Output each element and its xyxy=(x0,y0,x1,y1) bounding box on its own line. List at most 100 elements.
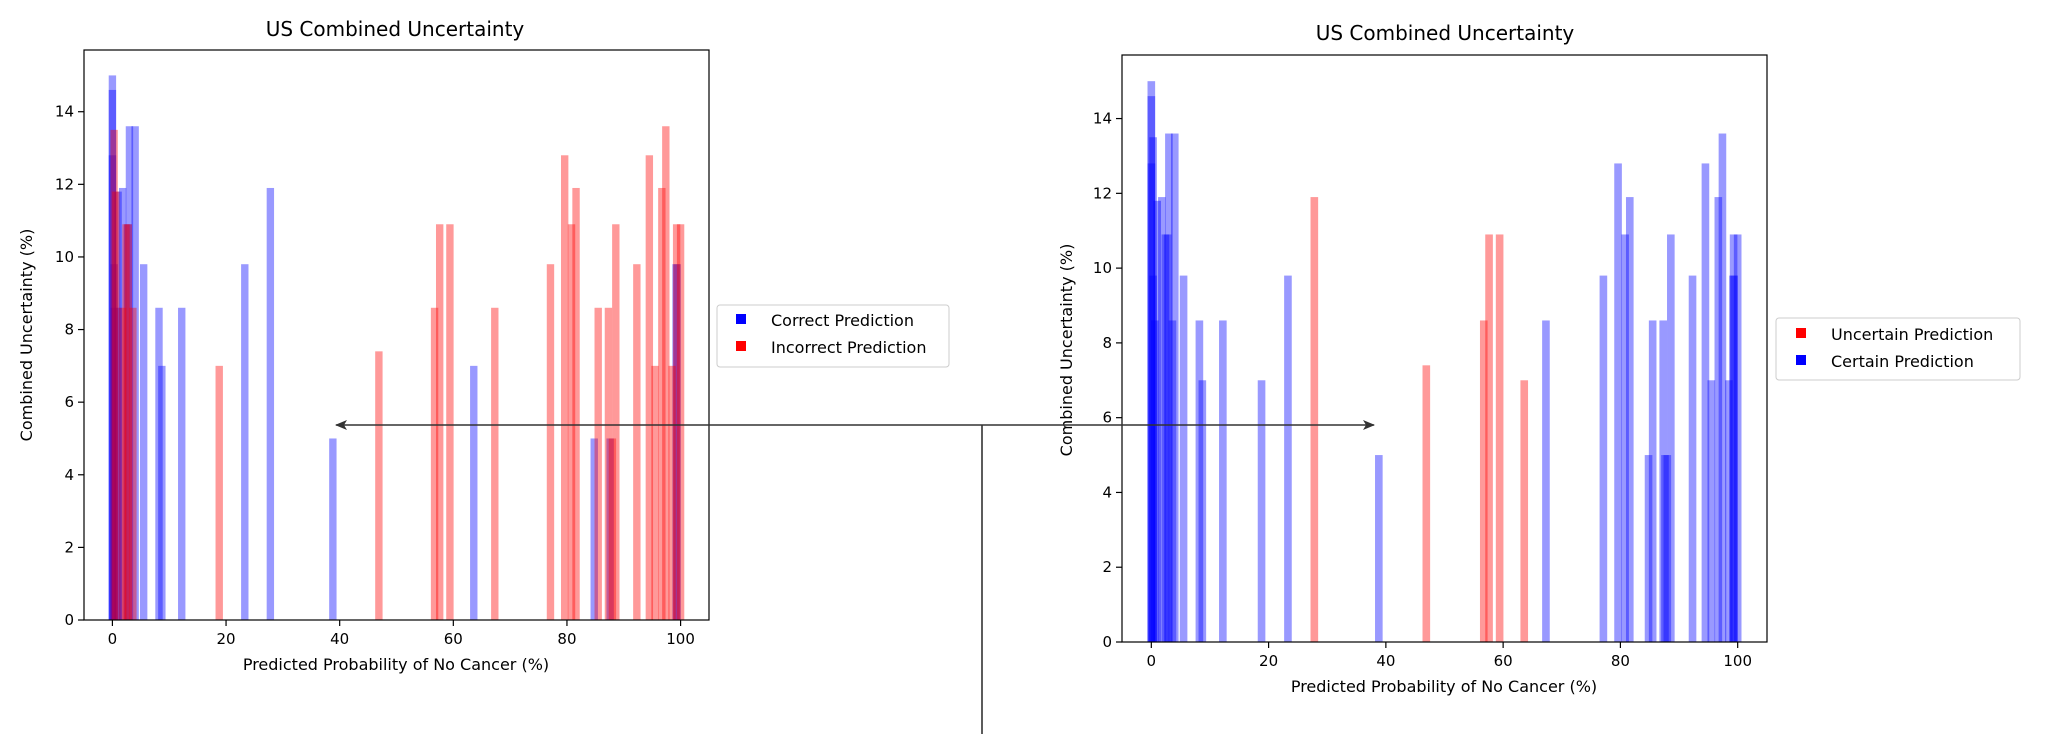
x-tick-label: 40 xyxy=(330,630,349,648)
chart-right: US Combined Uncertainty 0 2 4 6 8 10 12 14 0 20 4… xyxy=(1057,21,1768,696)
y-tick-label: 10 xyxy=(1093,259,1112,277)
bar-certain-prediction xyxy=(1179,275,1188,642)
y-ticks: 0 2 4 6 8 10 12 14 xyxy=(55,103,84,629)
x-tick-label: 80 xyxy=(1611,652,1630,670)
bar-certain-prediction xyxy=(1163,234,1172,642)
bar-correct-prediction xyxy=(114,307,122,620)
y-tick-label: 6 xyxy=(1102,409,1112,427)
plot-frame xyxy=(83,49,710,621)
bar-certain-prediction xyxy=(1729,234,1738,642)
bar-certain-prediction xyxy=(1147,96,1156,642)
bar-incorrect-prediction xyxy=(491,307,499,620)
x-ticks: 0 20 40 60 80 100 xyxy=(108,620,695,648)
bar-certain-prediction xyxy=(1165,133,1173,642)
bar-certain-prediction xyxy=(1151,320,1159,642)
y-tick-label: 6 xyxy=(64,393,74,411)
bar-certain-prediction xyxy=(1644,455,1653,642)
y-tick-label: 0 xyxy=(1102,633,1112,651)
bar-certain-prediction xyxy=(1661,455,1669,642)
bar-certain-prediction xyxy=(1219,320,1227,642)
chart-title: US Combined Uncertainty xyxy=(266,17,525,41)
bar-certain-prediction xyxy=(1729,275,1737,642)
bar-correct-prediction xyxy=(266,187,275,620)
legend-marker-correct xyxy=(736,314,746,324)
bar-correct-prediction xyxy=(329,438,337,620)
y-tick-label: 2 xyxy=(1102,558,1112,576)
x-tick-label: 60 xyxy=(1494,652,1513,670)
legend-marker-certain xyxy=(1796,355,1806,365)
chart-title: US Combined Uncertainty xyxy=(1316,21,1575,45)
y-tick-label: 12 xyxy=(1093,184,1112,202)
bar-certain-prediction xyxy=(1718,133,1727,642)
chart-left: US Combined Uncertainty 0 2 4 6 8 10 12 14 0 20 4… xyxy=(17,17,710,674)
y-tick-label: 10 xyxy=(55,248,74,266)
bar-incorrect-prediction xyxy=(122,224,130,620)
bar-correct-prediction xyxy=(590,438,598,620)
y-tick-label: 14 xyxy=(55,103,74,121)
bar-incorrect-prediction xyxy=(215,365,223,620)
bar-correct-prediction xyxy=(114,191,122,620)
y-ticks: 0 2 4 6 8 10 12 14 xyxy=(1093,110,1122,651)
bar-certain-prediction xyxy=(1168,320,1177,642)
bar-incorrect-prediction xyxy=(676,224,685,620)
bar-certain-prediction xyxy=(1195,320,1204,642)
bar-uncertain-prediction xyxy=(1422,365,1431,642)
x-tick-label: 100 xyxy=(666,630,695,648)
bar-incorrect-prediction xyxy=(567,224,576,620)
bar-certain-prediction xyxy=(1161,234,1170,642)
bar-correct-prediction xyxy=(108,75,117,620)
bar-certain-prediction xyxy=(1599,275,1608,642)
bar-certain-prediction xyxy=(1542,320,1550,642)
legend-marker-incorrect xyxy=(736,341,746,351)
bar-correct-prediction xyxy=(110,307,118,620)
bar-certain-prediction xyxy=(1667,234,1675,642)
bar-certain-prediction xyxy=(1733,234,1742,642)
bar-certain-prediction xyxy=(1153,200,1161,642)
bar-correct-prediction xyxy=(672,264,680,620)
bar-certain-prediction xyxy=(1147,81,1156,643)
bar-incorrect-prediction xyxy=(124,224,133,620)
y-axis-label: Combined Uncertainty (%) xyxy=(17,229,36,442)
x-tick-label: 20 xyxy=(216,630,235,648)
y-tick-label: 12 xyxy=(55,175,74,193)
connector-arrows xyxy=(335,420,1375,734)
legend-label-correct: Correct Prediction xyxy=(771,311,914,330)
bar-certain-prediction xyxy=(1625,197,1634,642)
bar-certain-prediction xyxy=(1730,275,1738,642)
bars-group xyxy=(108,75,685,621)
y-tick-label: 4 xyxy=(64,466,74,484)
legend-label-uncertain: Uncertain Prediction xyxy=(1831,325,1993,344)
bar-certain-prediction xyxy=(1725,380,1733,642)
legend-box xyxy=(1775,317,2021,381)
legend-label-certain: Certain Prediction xyxy=(1831,352,1974,371)
bar-certain-prediction xyxy=(1158,197,1166,642)
bar-uncertain-prediction xyxy=(1479,320,1488,642)
legend: Correct Prediction Incorrect Prediction xyxy=(716,304,950,368)
bar-certain-prediction xyxy=(1149,137,1157,642)
bar-incorrect-prediction xyxy=(668,365,676,620)
legend-label-incorrect: Incorrect Prediction xyxy=(771,338,926,357)
y-tick-label: 0 xyxy=(64,611,74,629)
bar-uncertain-prediction xyxy=(1495,234,1504,642)
bar-correct-prediction xyxy=(178,307,186,620)
bar-incorrect-prediction xyxy=(612,224,620,620)
plot-frame xyxy=(1121,54,1768,643)
bar-certain-prediction xyxy=(1659,320,1668,642)
bar-incorrect-prediction xyxy=(118,307,127,620)
bar-correct-prediction xyxy=(125,126,134,621)
y-tick-label: 2 xyxy=(64,538,74,556)
y-axis-label: Combined Uncertainty (%) xyxy=(1057,244,1076,457)
bar-certain-prediction xyxy=(1621,234,1629,642)
bar-certain-prediction xyxy=(1648,320,1657,642)
bar-correct-prediction xyxy=(124,224,132,620)
bar-certain-prediction xyxy=(1614,163,1622,642)
x-ticks: 0 20 40 60 80 100 xyxy=(1147,642,1752,670)
x-tick-label: 80 xyxy=(557,630,576,648)
bar-incorrect-prediction xyxy=(672,224,681,620)
bar-incorrect-prediction xyxy=(572,187,580,620)
x-axis-label: Predicted Probability of No Cancer (%) xyxy=(243,655,549,674)
bar-incorrect-prediction xyxy=(435,224,444,620)
bar-uncertain-prediction xyxy=(1485,234,1493,642)
bar-uncertain-prediction xyxy=(1310,197,1319,642)
